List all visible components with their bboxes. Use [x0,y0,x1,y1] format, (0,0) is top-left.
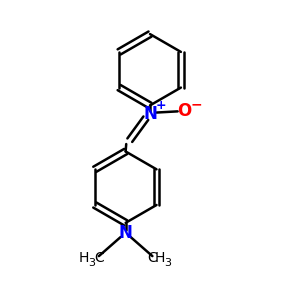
Text: N: N [119,224,133,242]
Text: N: N [143,105,157,123]
Text: C: C [147,251,157,266]
Text: C: C [94,251,104,266]
Text: H: H [154,251,165,266]
Text: 3: 3 [164,258,171,268]
Text: O: O [177,102,191,120]
Text: −: − [190,98,202,112]
Text: +: + [156,99,166,112]
Text: 3: 3 [88,258,95,268]
Text: H: H [78,251,88,266]
